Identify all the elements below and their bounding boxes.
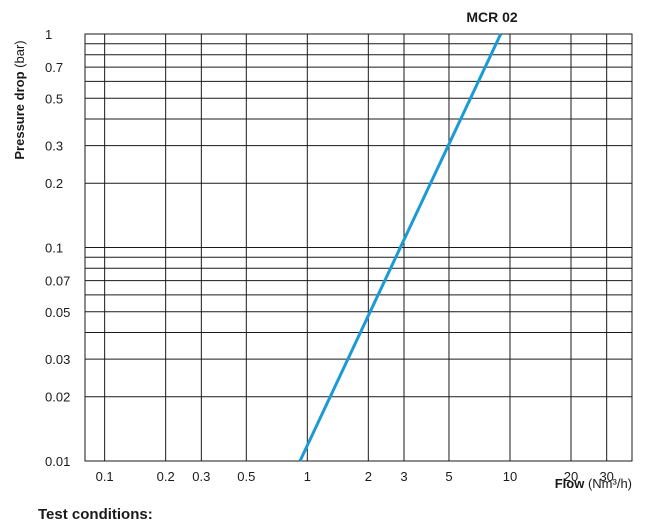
x-tick-label: 2 (365, 469, 372, 484)
x-tick-label: 3 (400, 469, 407, 484)
x-tick-label: 20 (564, 469, 578, 484)
y-gridlines (85, 43, 632, 398)
x-gridlines (104, 34, 608, 461)
x-tick-label: 0.2 (157, 469, 175, 484)
x-tick-label: 0.3 (192, 469, 210, 484)
y-tick-label: 0.5 (45, 91, 63, 106)
svg-text:Pressure drop (bar): Pressure drop (bar) (12, 40, 27, 159)
x-tick-label: 30 (599, 469, 613, 484)
y-tick-label: 0.05 (45, 305, 70, 320)
y-tick-label: 0.03 (45, 352, 70, 367)
plot-frame (84, 33, 633, 462)
y-tick-label: 0.01 (45, 454, 70, 469)
series-title: MCR 02 (466, 9, 518, 25)
x-axis-label-bold: Flow (555, 476, 585, 491)
y-axis-label-unit: (bar) (12, 40, 27, 67)
x-tick-label: 1 (304, 469, 311, 484)
test-conditions-heading: Test conditions: (38, 506, 153, 523)
y-tick-label: 0.07 (45, 274, 70, 289)
y-axis-label: Pressure drop (bar) (12, 40, 27, 159)
x-tick-label: 0.1 (96, 469, 114, 484)
y-tick-label: 0.02 (45, 390, 70, 405)
x-axis-label: Flow (Nm³/h) (555, 476, 632, 491)
y-tick-label: 1 (45, 27, 52, 42)
y-axis-label-bold: Pressure drop (12, 71, 27, 159)
y-tick-label: 0.1 (45, 241, 63, 256)
series-layer (298, 33, 503, 462)
x-tick-label: 10 (503, 469, 517, 484)
x-axis-label-unit: (Nm³/h) (588, 476, 632, 491)
x-tick-label: 5 (445, 469, 452, 484)
series-line (298, 33, 503, 462)
x-tick-label: 0.5 (237, 469, 255, 484)
y-tick-label: 0.3 (45, 139, 63, 154)
y-tick-labels: 0.01 0.02 0.03 0.05 0.07 0.1 0.2 0.3 0.5 0.7 1 (45, 27, 70, 469)
x-tick-labels: 0.1 0.2 0.3 0.5 1 2 3 5 10 20 30 (96, 469, 614, 484)
y-tick-label: 0.7 (45, 60, 63, 75)
y-tick-label: 0.2 (45, 176, 63, 191)
